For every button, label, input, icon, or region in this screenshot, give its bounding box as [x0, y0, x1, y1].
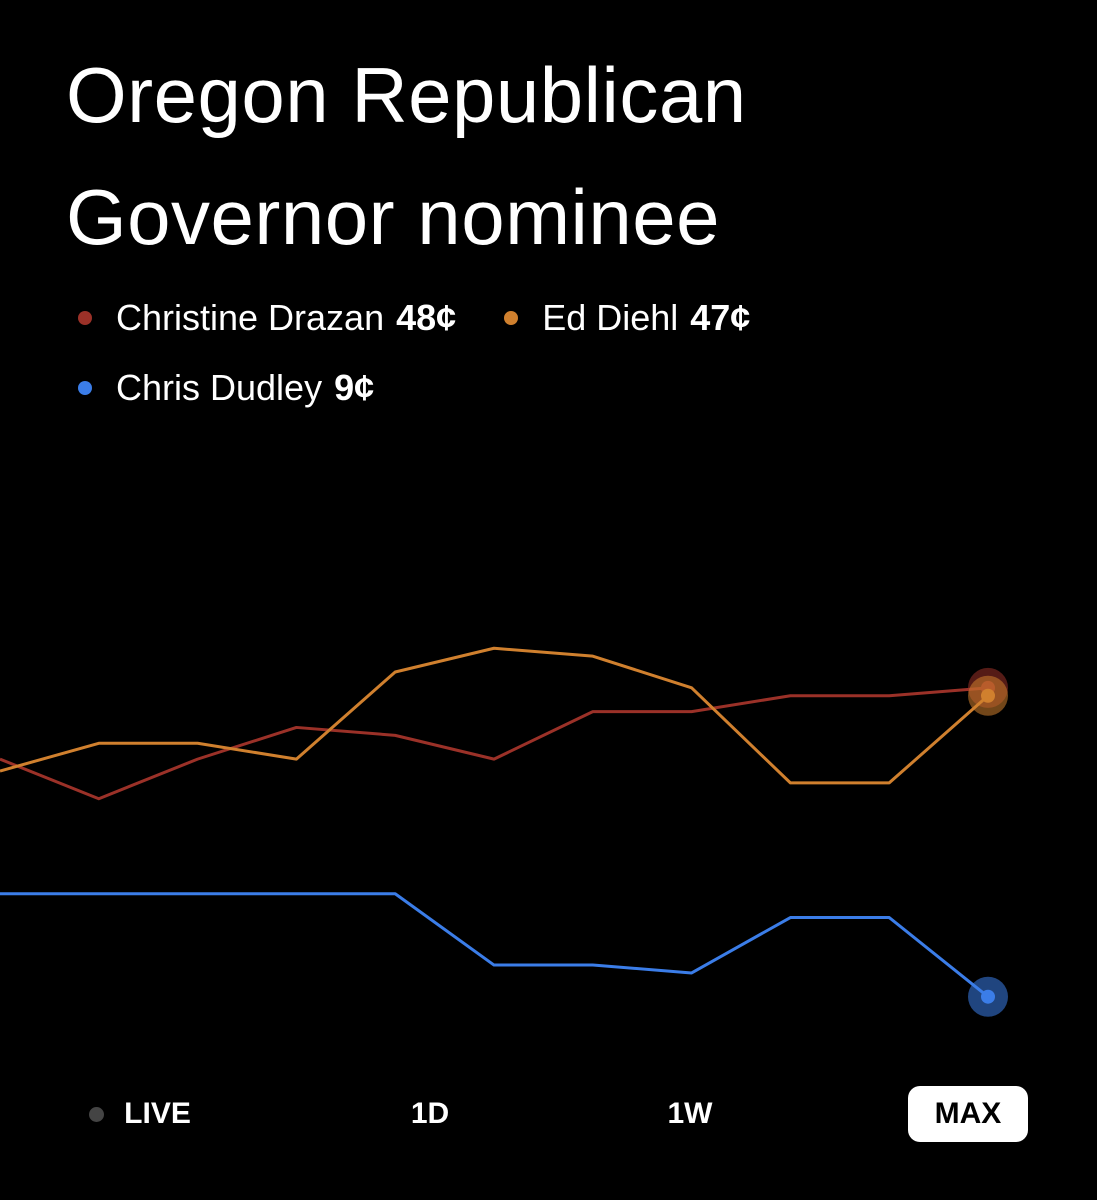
legend-dot: [78, 311, 92, 325]
legend-name: Ed Diehl: [542, 297, 679, 338]
button-label: 1D: [410, 1097, 450, 1130]
range-controls: LIVE 1D 1W MAX: [0, 1086, 1097, 1142]
button-label: LIVE: [124, 1097, 191, 1130]
live-dot: [89, 1106, 105, 1122]
legend-dot: [78, 381, 92, 395]
legend: Christine Drazan 48¢ Ed Diehl 47¢ Chris Dudl…: [78, 296, 978, 410]
legend-entry: Christine Drazan 48¢: [78, 296, 456, 340]
end-dot: [981, 688, 995, 703]
legend-dot: [504, 311, 519, 325]
series-line: [0, 686, 989, 801]
legend-value: 47¢: [690, 297, 751, 338]
end-dot: [981, 989, 995, 1004]
legend-entry: Ed Diehl 47¢: [504, 296, 750, 340]
range-button[interactable]: LIVE: [80, 1086, 200, 1142]
range-button[interactable]: MAX: [908, 1086, 1028, 1142]
series-line: [0, 892, 989, 998]
legend-value: 9¢: [334, 367, 375, 408]
range-button[interactable]: 1W: [630, 1086, 750, 1142]
series-line: [0, 646, 989, 785]
legend-entry: Chris Dudley 9¢: [78, 366, 374, 410]
range-button[interactable]: 1D: [370, 1086, 490, 1142]
button-label: MAX: [934, 1097, 1002, 1130]
chart-title: Oregon Republican Governor nominee: [66, 51, 747, 261]
legend-value: 48¢: [396, 297, 457, 338]
legend-name: Christine Drazan: [116, 297, 385, 338]
legend-name: Chris Dudley: [116, 367, 323, 408]
button-label: 1W: [667, 1097, 713, 1130]
